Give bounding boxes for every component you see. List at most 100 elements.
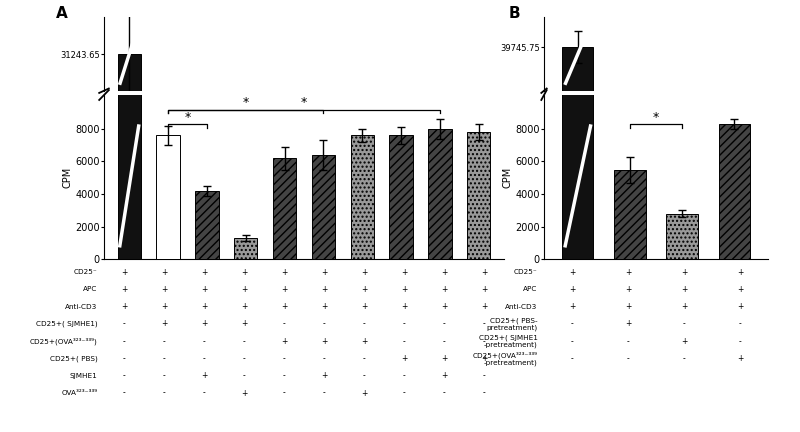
Text: +: +	[321, 372, 327, 380]
Text: -: -	[202, 354, 206, 363]
Text: +: +	[161, 285, 167, 294]
Text: +: +	[441, 302, 447, 311]
Text: Anti-CD3: Anti-CD3	[66, 304, 98, 310]
Text: +: +	[321, 285, 327, 294]
Text: +: +	[241, 268, 247, 276]
Text: +: +	[401, 354, 407, 363]
Bar	[562, 48, 594, 432]
Bar	[562, 0, 594, 259]
Text: -: -	[402, 389, 406, 397]
Text: +: +	[201, 285, 207, 294]
Text: CD25⁻: CD25⁻	[74, 269, 98, 275]
Bar	[312, 155, 335, 259]
Text: +: +	[281, 302, 287, 311]
Text: -: -	[122, 372, 126, 380]
Text: -: -	[282, 320, 286, 328]
Text: +: +	[201, 372, 207, 380]
Text: +: +	[401, 268, 407, 276]
Text: +: +	[569, 285, 575, 294]
Text: APC: APC	[83, 286, 98, 292]
Text: *: *	[242, 96, 249, 109]
Text: -: -	[738, 320, 742, 328]
Text: +: +	[361, 337, 367, 346]
Text: *: *	[653, 111, 659, 124]
Text: APC: APC	[523, 286, 538, 292]
Text: -: -	[282, 389, 286, 397]
Text: +: +	[481, 302, 487, 311]
Text: +: +	[161, 268, 167, 276]
Text: -: -	[122, 320, 126, 328]
Text: -: -	[282, 354, 286, 363]
Text: -: -	[362, 372, 366, 380]
Text: +: +	[201, 320, 207, 328]
Text: +: +	[361, 268, 367, 276]
Text: -: -	[570, 354, 574, 363]
Text: *: *	[301, 96, 307, 109]
Bar	[273, 158, 296, 259]
Bar	[718, 124, 750, 259]
Text: +: +	[161, 320, 167, 328]
Text: -: -	[626, 354, 630, 363]
Text: +: +	[361, 389, 367, 397]
Text: +: +	[625, 302, 631, 311]
Y-axis label: CPM: CPM	[62, 166, 73, 188]
Text: +: +	[681, 268, 687, 276]
Text: +: +	[569, 302, 575, 311]
Text: -: -	[482, 389, 486, 397]
Text: +: +	[321, 268, 327, 276]
Text: +: +	[481, 354, 487, 363]
Text: OVA³²³⁻³³⁹: OVA³²³⁻³³⁹	[62, 390, 98, 396]
Text: -: -	[442, 320, 446, 328]
Text: +: +	[737, 268, 743, 276]
Text: +: +	[401, 302, 407, 311]
Text: +: +	[625, 285, 631, 294]
Bar	[195, 191, 218, 259]
Text: -: -	[682, 320, 686, 328]
Text: +: +	[321, 337, 327, 346]
Bar	[118, 0, 141, 259]
Text: -: -	[202, 337, 206, 346]
Text: -: -	[322, 320, 326, 328]
Y-axis label: CPM: CPM	[502, 166, 513, 188]
Text: -: -	[442, 337, 446, 346]
Bar	[157, 135, 180, 259]
Text: -: -	[322, 389, 326, 397]
Text: CD25+( PBS): CD25+( PBS)	[50, 355, 98, 362]
Text: -: -	[626, 337, 630, 346]
Bar	[467, 132, 490, 259]
Bar	[428, 129, 451, 259]
Text: +: +	[241, 389, 247, 397]
Text: +: +	[737, 285, 743, 294]
Text: +: +	[241, 320, 247, 328]
Text: CD25+( SJMHE1): CD25+( SJMHE1)	[36, 321, 98, 327]
Text: -: -	[162, 337, 166, 346]
Text: +: +	[281, 337, 287, 346]
Text: -: -	[482, 337, 486, 346]
Text: -: -	[402, 372, 406, 380]
Text: -: -	[402, 320, 406, 328]
Text: +: +	[201, 268, 207, 276]
Text: CD25+(OVA³²³⁻³³⁹
-pretreatment): CD25+(OVA³²³⁻³³⁹ -pretreatment)	[473, 351, 538, 366]
Text: +: +	[481, 285, 487, 294]
Text: +: +	[625, 320, 631, 328]
Text: -: -	[162, 354, 166, 363]
Text: -: -	[570, 320, 574, 328]
Text: A: A	[56, 6, 68, 21]
Text: -: -	[570, 337, 574, 346]
Text: +: +	[441, 268, 447, 276]
Text: +: +	[321, 302, 327, 311]
Text: -: -	[242, 372, 246, 380]
Text: -: -	[282, 372, 286, 380]
Text: +: +	[241, 302, 247, 311]
Text: +: +	[241, 285, 247, 294]
Text: +: +	[201, 302, 207, 311]
Text: +: +	[401, 285, 407, 294]
Text: +: +	[161, 302, 167, 311]
Text: +: +	[481, 268, 487, 276]
Text: -: -	[402, 337, 406, 346]
Text: CD25+( PBS-
pretreatment): CD25+( PBS- pretreatment)	[486, 317, 538, 331]
Text: +: +	[737, 354, 743, 363]
Text: -: -	[242, 354, 246, 363]
Text: +: +	[121, 268, 127, 276]
Text: +: +	[361, 302, 367, 311]
